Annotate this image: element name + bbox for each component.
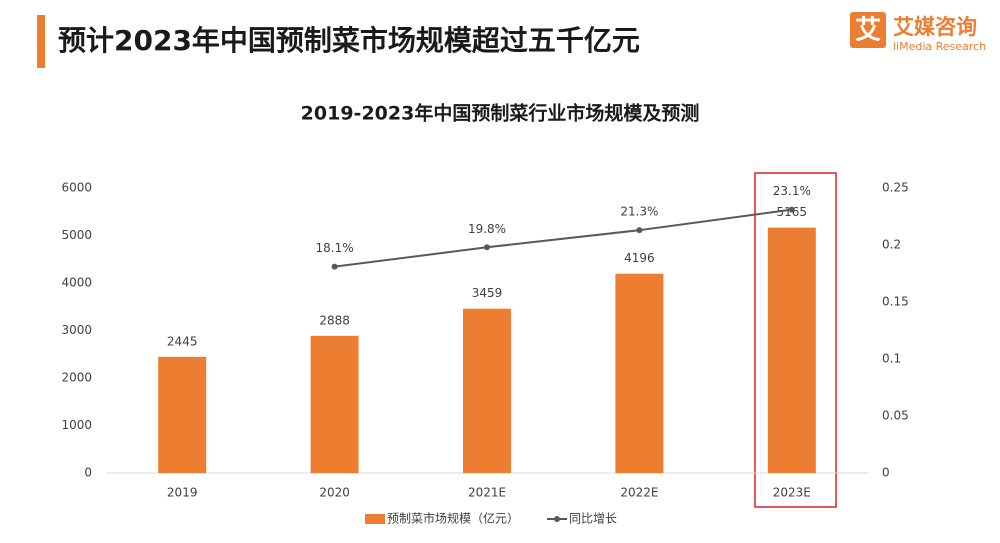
- line-point: [788, 206, 795, 213]
- bar: [463, 308, 511, 473]
- chart-title: 2019-2023年中国预制菜行业市场规模及预测: [301, 102, 700, 125]
- y2-tick-label: 0: [882, 466, 890, 480]
- y-tick-label: 6000: [61, 181, 92, 195]
- x-tick-label: 2020: [319, 486, 350, 500]
- legend-swatch: [365, 514, 385, 524]
- line-value-label: 21.3%: [620, 205, 658, 219]
- x-tick-label: 2023E: [773, 486, 811, 500]
- bar: [615, 273, 664, 473]
- y2-tick-label: 0.05: [882, 409, 909, 423]
- x-tick-label: 2022E: [620, 486, 658, 500]
- bar-value-label: 2888: [319, 313, 350, 327]
- y-tick-label: 4000: [61, 276, 92, 290]
- x-tick-label: 2019: [167, 486, 198, 500]
- y-tick-label: 1000: [61, 418, 92, 432]
- y2-tick-label: 0.25: [882, 181, 909, 195]
- line-value-label: 19.8%: [468, 222, 506, 236]
- y-tick-label: 2000: [61, 371, 92, 385]
- legend-label: 同比增长: [569, 512, 617, 526]
- title-accent: [37, 15, 45, 68]
- y-tick-label: 5000: [61, 228, 92, 242]
- legend-label: 预制菜市场规模（亿元）: [387, 511, 519, 526]
- line-point: [331, 263, 338, 270]
- page-title: 预计2023年中国预制菜市场规模超过五千亿元: [58, 24, 640, 57]
- logo-char: 艾: [855, 16, 881, 46]
- y-tick-label: 3000: [61, 323, 92, 337]
- bar-value-label: 3459: [472, 286, 503, 300]
- logo-box: [850, 12, 886, 48]
- legend-swatch: [554, 516, 561, 522]
- brand: 艾媒咨询: [893, 15, 977, 39]
- line: [334, 208, 792, 268]
- line-point: [636, 227, 643, 234]
- line-value-label: 23.1%: [773, 184, 811, 198]
- bar: [158, 356, 207, 473]
- x-tick-label: 2021E: [468, 486, 506, 500]
- y2-tick-label: 0.2: [882, 238, 901, 252]
- y2-tick-label: 0.1: [882, 352, 901, 366]
- bar: [310, 335, 359, 473]
- line-value-label: 18.1%: [316, 241, 354, 255]
- bar-value-label: 2445: [167, 334, 198, 348]
- highlight-box: [754, 172, 837, 508]
- line-point: [484, 244, 490, 251]
- y2-tick-label: 0.15: [882, 295, 909, 309]
- bar: [767, 227, 816, 473]
- y-tick-label: 0: [84, 466, 92, 480]
- brand-sub: iiMedia Research: [893, 40, 986, 53]
- bar-value-label: 4196: [624, 251, 655, 265]
